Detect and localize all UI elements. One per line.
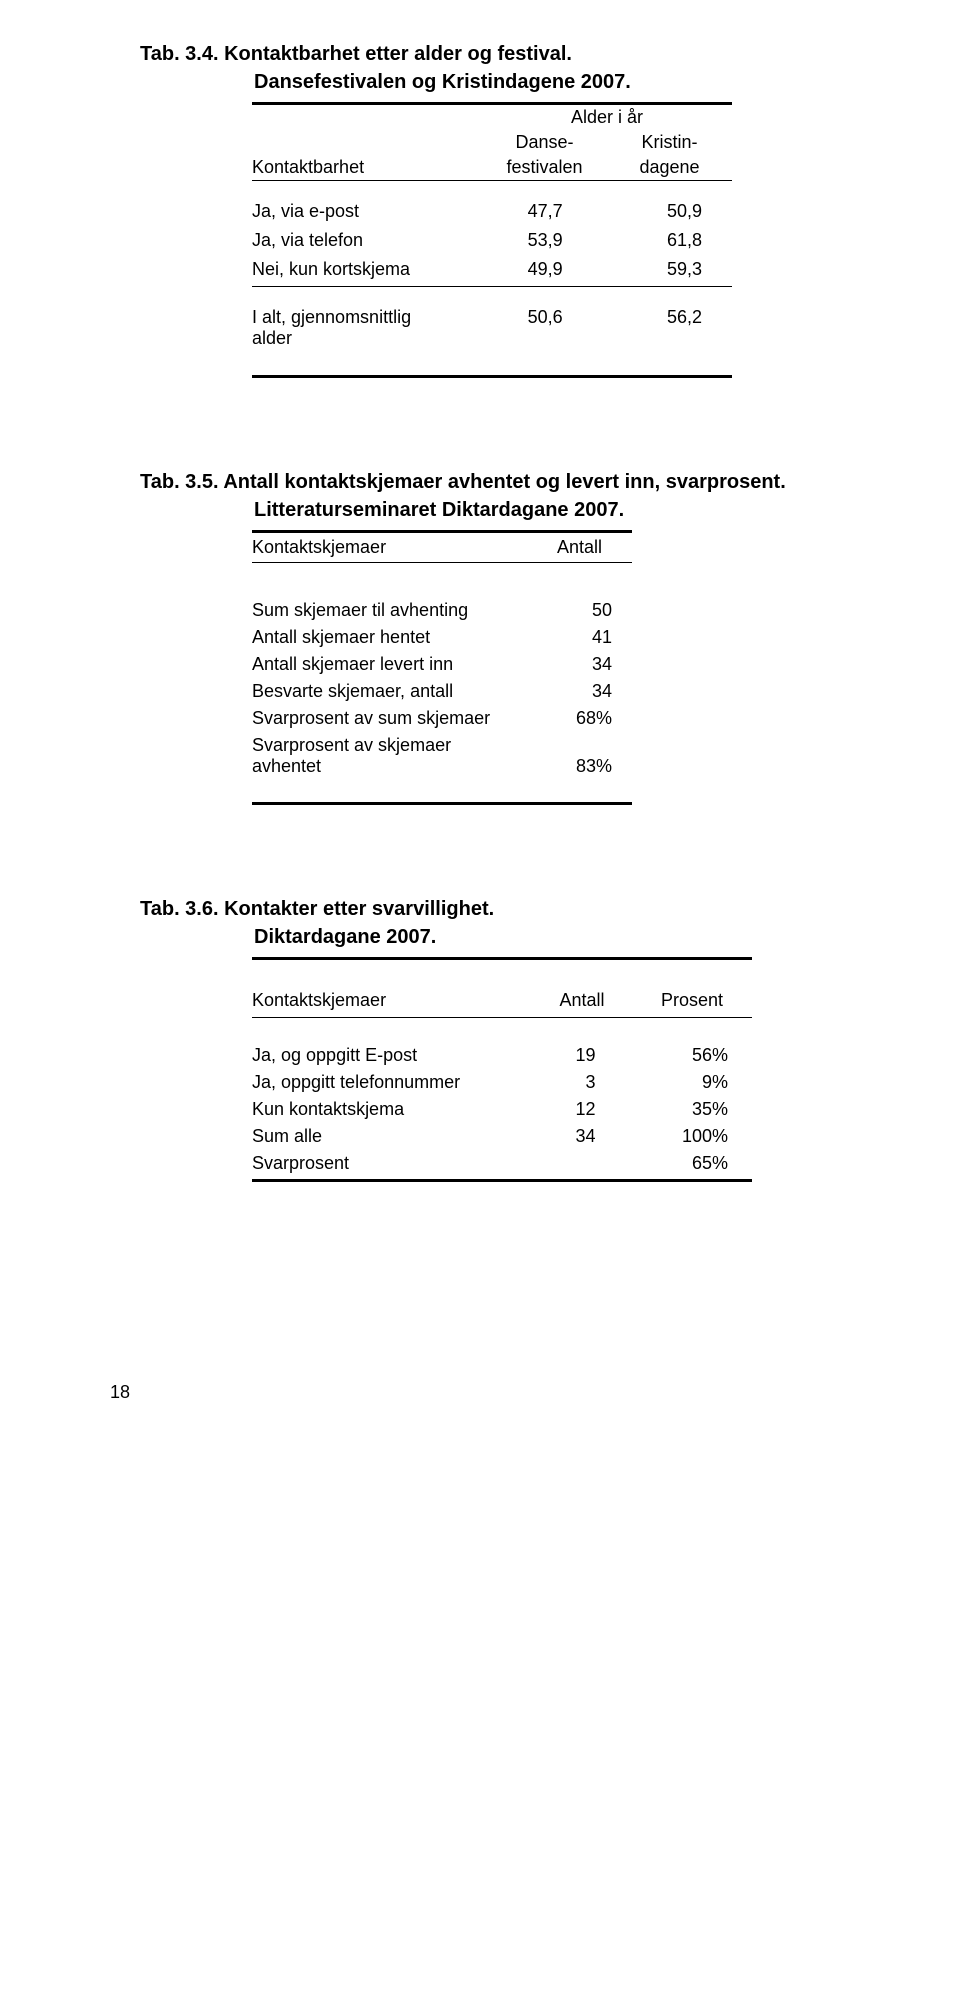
cell: Svarprosent av sum skjemaer xyxy=(252,708,513,729)
cell: 49,9 xyxy=(453,259,592,280)
cell: Ja, og oppgitt E-post xyxy=(252,1045,505,1066)
col-header: Antall xyxy=(527,537,632,558)
cell: 9% xyxy=(620,1072,752,1093)
table-3-5-section: Tab. 3.5. Antall kontaktskjemaer avhente… xyxy=(140,468,860,805)
table-3-4-subtitle: Dansefestivalen og Kristindagene 2007. xyxy=(140,68,860,96)
cell: 61,8 xyxy=(593,230,732,251)
cell: Antall skjemaer hentet xyxy=(252,627,513,648)
cell: 56% xyxy=(620,1045,752,1066)
table-row: Kun kontaktskjema 12 35% xyxy=(252,1096,752,1123)
cell: 50 xyxy=(513,600,632,621)
table-row: Ja, oppgitt telefonnummer 3 9% xyxy=(252,1069,752,1096)
table-3-4-title: Tab. 3.4. Kontaktbarhet etter alder og f… xyxy=(140,40,860,68)
table-3-4-section: Tab. 3.4. Kontaktbarhet etter alder og f… xyxy=(140,40,860,378)
table-row: Antall skjemaer hentet 41 xyxy=(252,624,632,651)
table-3-6: Kontaktskjemaer Antall Prosent Ja, og op… xyxy=(252,957,752,1182)
table-row: Ja, via e-post 47,7 50,9 xyxy=(252,197,732,226)
table-row: Sum alle 34 100% xyxy=(252,1123,752,1150)
table-row: Svarprosent av sum skjemaer 68% xyxy=(252,705,632,732)
cell: 19 xyxy=(505,1045,619,1066)
cell: 56,2 xyxy=(593,307,732,349)
table-3-6-title: Tab. 3.6. Kontakter etter svarvillighet. xyxy=(140,895,860,923)
cell: Sum alle xyxy=(252,1126,505,1147)
cell: Ja, via e-post xyxy=(252,201,453,222)
cell: 65% xyxy=(620,1153,752,1174)
cell: Ja, via telefon xyxy=(252,230,453,251)
table-row: Svarprosent av skjemaer xyxy=(252,732,632,756)
col-header: Antall xyxy=(532,990,632,1011)
table-3-4: Alder i år Danse- Kristin- Kontaktbarhet… xyxy=(252,102,732,378)
cell: Besvarte skjemaer, antall xyxy=(252,681,513,702)
cell: 100% xyxy=(620,1126,752,1147)
col-header: dagene xyxy=(607,157,732,178)
col-header: festivalen xyxy=(482,157,607,178)
cell: Nei, kun kortskjema xyxy=(252,259,453,280)
cell: Svarprosent av skjemaer xyxy=(252,735,513,756)
table-3-6-subtitle: Diktardagane 2007. xyxy=(140,923,860,951)
table-row: Svarprosent 65% xyxy=(252,1150,752,1177)
cell: 47,7 xyxy=(453,201,592,222)
cell: 34 xyxy=(505,1126,619,1147)
table-3-6-section: Tab. 3.6. Kontakter etter svarvillighet.… xyxy=(140,895,860,1182)
table-total-row: I alt, gjennomsnittlig alder 50,6 56,2 xyxy=(252,303,732,353)
col-header: Kontaktskjemaer xyxy=(252,537,527,558)
table-row: Sum skjemaer til avhenting 50 xyxy=(252,597,632,624)
col-header: Kontaktbarhet xyxy=(252,157,482,178)
table-row: avhentet 83% xyxy=(252,756,632,780)
cell: Ja, oppgitt telefonnummer xyxy=(252,1072,505,1093)
cell: 50,6 xyxy=(453,307,592,349)
cell: 3 xyxy=(505,1072,619,1093)
cell: Svarprosent xyxy=(252,1153,505,1174)
cell: 68% xyxy=(513,708,632,729)
table-row: Ja, og oppgitt E-post 19 56% xyxy=(252,1042,752,1069)
table-3-5-subtitle: Litteraturseminaret Diktardagane 2007. xyxy=(140,496,860,524)
table-3-5-title: Tab. 3.5. Antall kontaktskjemaer avhente… xyxy=(140,468,860,496)
table-row: Ja, via telefon 53,9 61,8 xyxy=(252,226,732,255)
table-row: Antall skjemaer levert inn 34 xyxy=(252,651,632,678)
cell: 50,9 xyxy=(593,201,732,222)
table-3-5: Kontaktskjemaer Antall Sum skjemaer til … xyxy=(252,530,632,805)
table-row: Besvarte skjemaer, antall 34 xyxy=(252,678,632,705)
table-3-4-superheader: Alder i år xyxy=(482,107,732,128)
col-header: Danse- xyxy=(482,132,607,153)
cell: Sum skjemaer til avhenting xyxy=(252,600,513,621)
cell: 35% xyxy=(620,1099,752,1120)
cell xyxy=(505,1153,619,1174)
cell: 83% xyxy=(513,756,632,777)
page-number: 18 xyxy=(110,1382,860,1403)
cell: 41 xyxy=(513,627,632,648)
cell: Antall skjemaer levert inn xyxy=(252,654,513,675)
col-header: Prosent xyxy=(632,990,752,1011)
cell: 34 xyxy=(513,654,632,675)
cell: 12 xyxy=(505,1099,619,1120)
cell: I alt, gjennomsnittlig alder xyxy=(252,307,453,349)
cell: 59,3 xyxy=(593,259,732,280)
col-header: Kontaktskjemaer xyxy=(252,990,532,1011)
cell: 53,9 xyxy=(453,230,592,251)
cell: avhentet xyxy=(252,756,513,777)
table-row: Nei, kun kortskjema 49,9 59,3 xyxy=(252,255,732,284)
col-header: Kristin- xyxy=(607,132,732,153)
cell: Kun kontaktskjema xyxy=(252,1099,505,1120)
cell: 34 xyxy=(513,681,632,702)
